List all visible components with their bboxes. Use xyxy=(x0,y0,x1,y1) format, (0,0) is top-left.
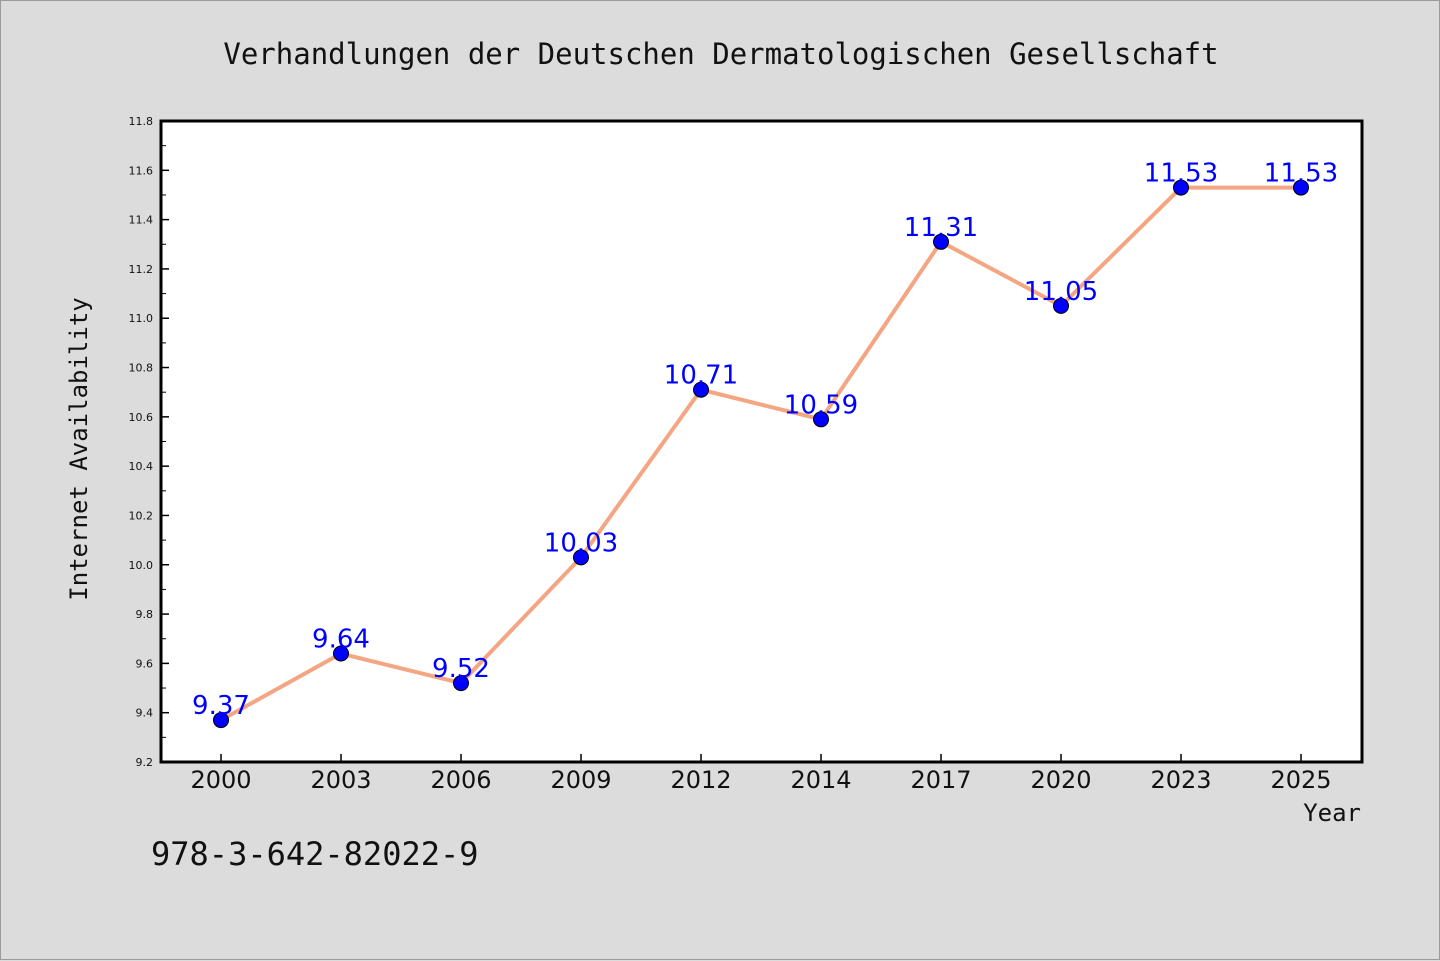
data-point xyxy=(813,411,829,428)
data-point xyxy=(1053,297,1069,314)
y-tick-label: 11.2 xyxy=(129,263,154,276)
data-point xyxy=(333,645,349,662)
y-axis-label: Internet Availability xyxy=(65,297,93,600)
y-axis: 9.2 9.4 9.6 9.8 10.0 10.2 10.4 10.6 10.8 11.0 11.2… xyxy=(129,115,169,769)
series-line-group xyxy=(219,185,1303,723)
data-label: 11.05 xyxy=(1024,277,1098,307)
y-tick-label: 10.0 xyxy=(129,559,154,572)
data-label: 10.71 xyxy=(664,361,738,391)
series-line xyxy=(219,185,1303,723)
data-label: 10.03 xyxy=(544,528,618,558)
x-tick-label: 2023 xyxy=(1150,766,1211,794)
data-label: 11.53 xyxy=(1144,159,1218,189)
x-tick-label: 2014 xyxy=(790,766,851,794)
x-tick-label: 2017 xyxy=(910,766,971,794)
footnote-isbn: 978-3-642-82022-9 xyxy=(151,835,479,873)
data-point xyxy=(933,233,949,250)
y-tick-label: 9.8 xyxy=(136,608,154,621)
data-label: 10.59 xyxy=(784,390,858,420)
data-point xyxy=(573,549,589,566)
data-label: 9.37 xyxy=(192,691,250,721)
data-label: 9.52 xyxy=(432,654,490,684)
y-tick-label: 10.8 xyxy=(129,362,154,375)
x-axis: 2000 2003 2006 2009 2012 2014 2017 2020 2023 2025 xyxy=(190,754,1332,794)
x-tick-label: 2025 xyxy=(1270,766,1331,794)
x-tick-label: 2012 xyxy=(670,766,731,794)
y-tick-label: 11.4 xyxy=(129,214,154,227)
data-point xyxy=(693,381,709,398)
y-tick-label: 9.6 xyxy=(136,657,154,670)
y-tick-label: 10.6 xyxy=(129,411,154,424)
y-tick-label: 11.0 xyxy=(129,312,154,325)
x-tick-label: 2020 xyxy=(1030,766,1091,794)
x-axis-label: Year xyxy=(1303,799,1361,827)
data-label: 11.31 xyxy=(904,213,978,243)
plot-area xyxy=(159,119,1364,764)
data-label: 9.64 xyxy=(312,625,370,655)
y-tick-label: 9.2 xyxy=(136,756,154,769)
data-point xyxy=(1173,179,1189,196)
x-tick-label: 2006 xyxy=(430,766,491,794)
x-tick-label: 2003 xyxy=(310,766,371,794)
data-labels: 9.37 9.64 9.52 10.03 10.71 10.59 11.31 11.05 11.… xyxy=(192,159,1338,722)
y-tick-label: 11.8 xyxy=(129,115,154,128)
series-markers xyxy=(213,179,1309,729)
x-tick-label: 2000 xyxy=(190,766,251,794)
y-tick-label: 10.2 xyxy=(129,509,154,522)
data-point xyxy=(453,675,469,692)
chart-title: Verhandlungen der Deutschen Dermatologis… xyxy=(223,37,1218,71)
data-point xyxy=(1293,179,1309,196)
x-tick-label: 2009 xyxy=(550,766,611,794)
data-label: 11.53 xyxy=(1264,159,1338,189)
y-tick-label: 10.4 xyxy=(129,460,154,473)
y-tick-label: 11.6 xyxy=(129,164,154,177)
y-tick-label: 9.4 xyxy=(136,707,154,720)
data-point xyxy=(213,712,229,729)
